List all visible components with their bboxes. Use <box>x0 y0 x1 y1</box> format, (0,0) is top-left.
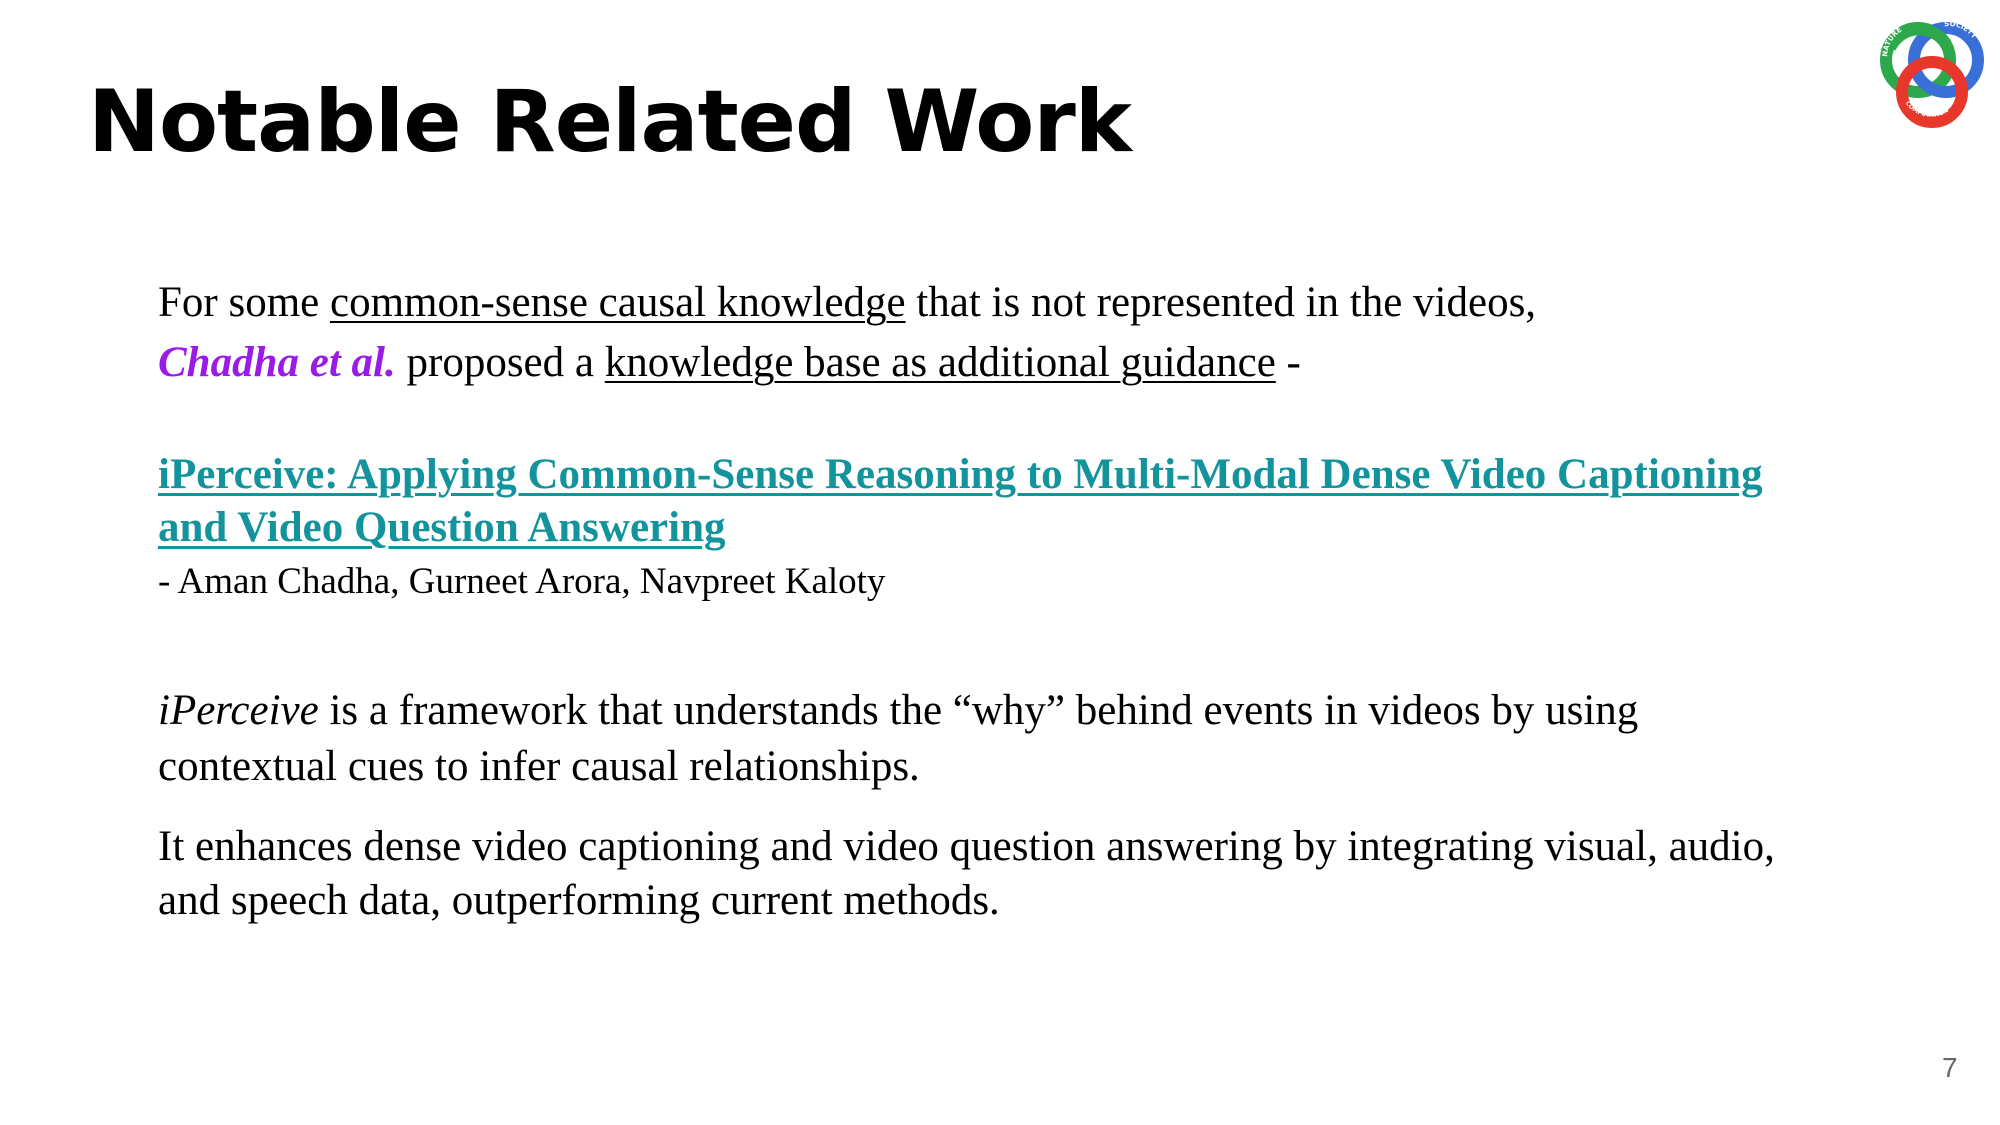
page-number: 7 <box>1942 1052 1958 1083</box>
description-p2-line-1: It enhances dense video captioning and v… <box>158 823 1775 870</box>
intro-text: that is not represented in the videos, <box>905 279 1537 326</box>
underlined-phrase-causal-knowledge: common-sense causal knowledge <box>330 279 906 326</box>
underlined-phrase-knowledge-base: knowledge base as additional guidance <box>604 339 1276 386</box>
intro-line-1: For some common-sense causal knowledge t… <box>158 278 1536 327</box>
description-p1-line-2: contextual cues to infer causal relation… <box>158 743 920 790</box>
intro-text: proposed a <box>395 339 605 386</box>
intro-text: For some <box>158 279 330 326</box>
paper-authors: - Aman Chadha, Gurneet Arora, Navpreet K… <box>158 561 886 602</box>
description-p2-line-2: and speech data, outperforming current m… <box>158 877 1000 924</box>
paper-link[interactable]: and Video Question Answering <box>158 504 726 551</box>
nature-society-computation-logo-icon: NATURE SOCIETY COMPUTATION <box>1880 20 1984 128</box>
paper-title-line-1[interactable]: iPerceive: Applying Common-Sense Reasoni… <box>158 450 1763 499</box>
framework-name: iPerceive <box>158 687 319 734</box>
intro-text: - <box>1275 339 1301 386</box>
paper-link[interactable]: iPerceive: Applying Common-Sense Reasoni… <box>158 451 1763 498</box>
intro-line-2: Chadha et al. proposed a knowledge base … <box>158 338 1301 387</box>
slide-title: Notable Related Work <box>88 72 1132 172</box>
description-text: is a framework that understands the “why… <box>318 687 1639 734</box>
paper-title-line-2[interactable]: and Video Question Answering <box>158 503 725 552</box>
description-p1-line-1: iPerceive is a framework that understand… <box>158 686 1638 735</box>
highlighted-author-name: Chadha et al. <box>158 339 396 386</box>
